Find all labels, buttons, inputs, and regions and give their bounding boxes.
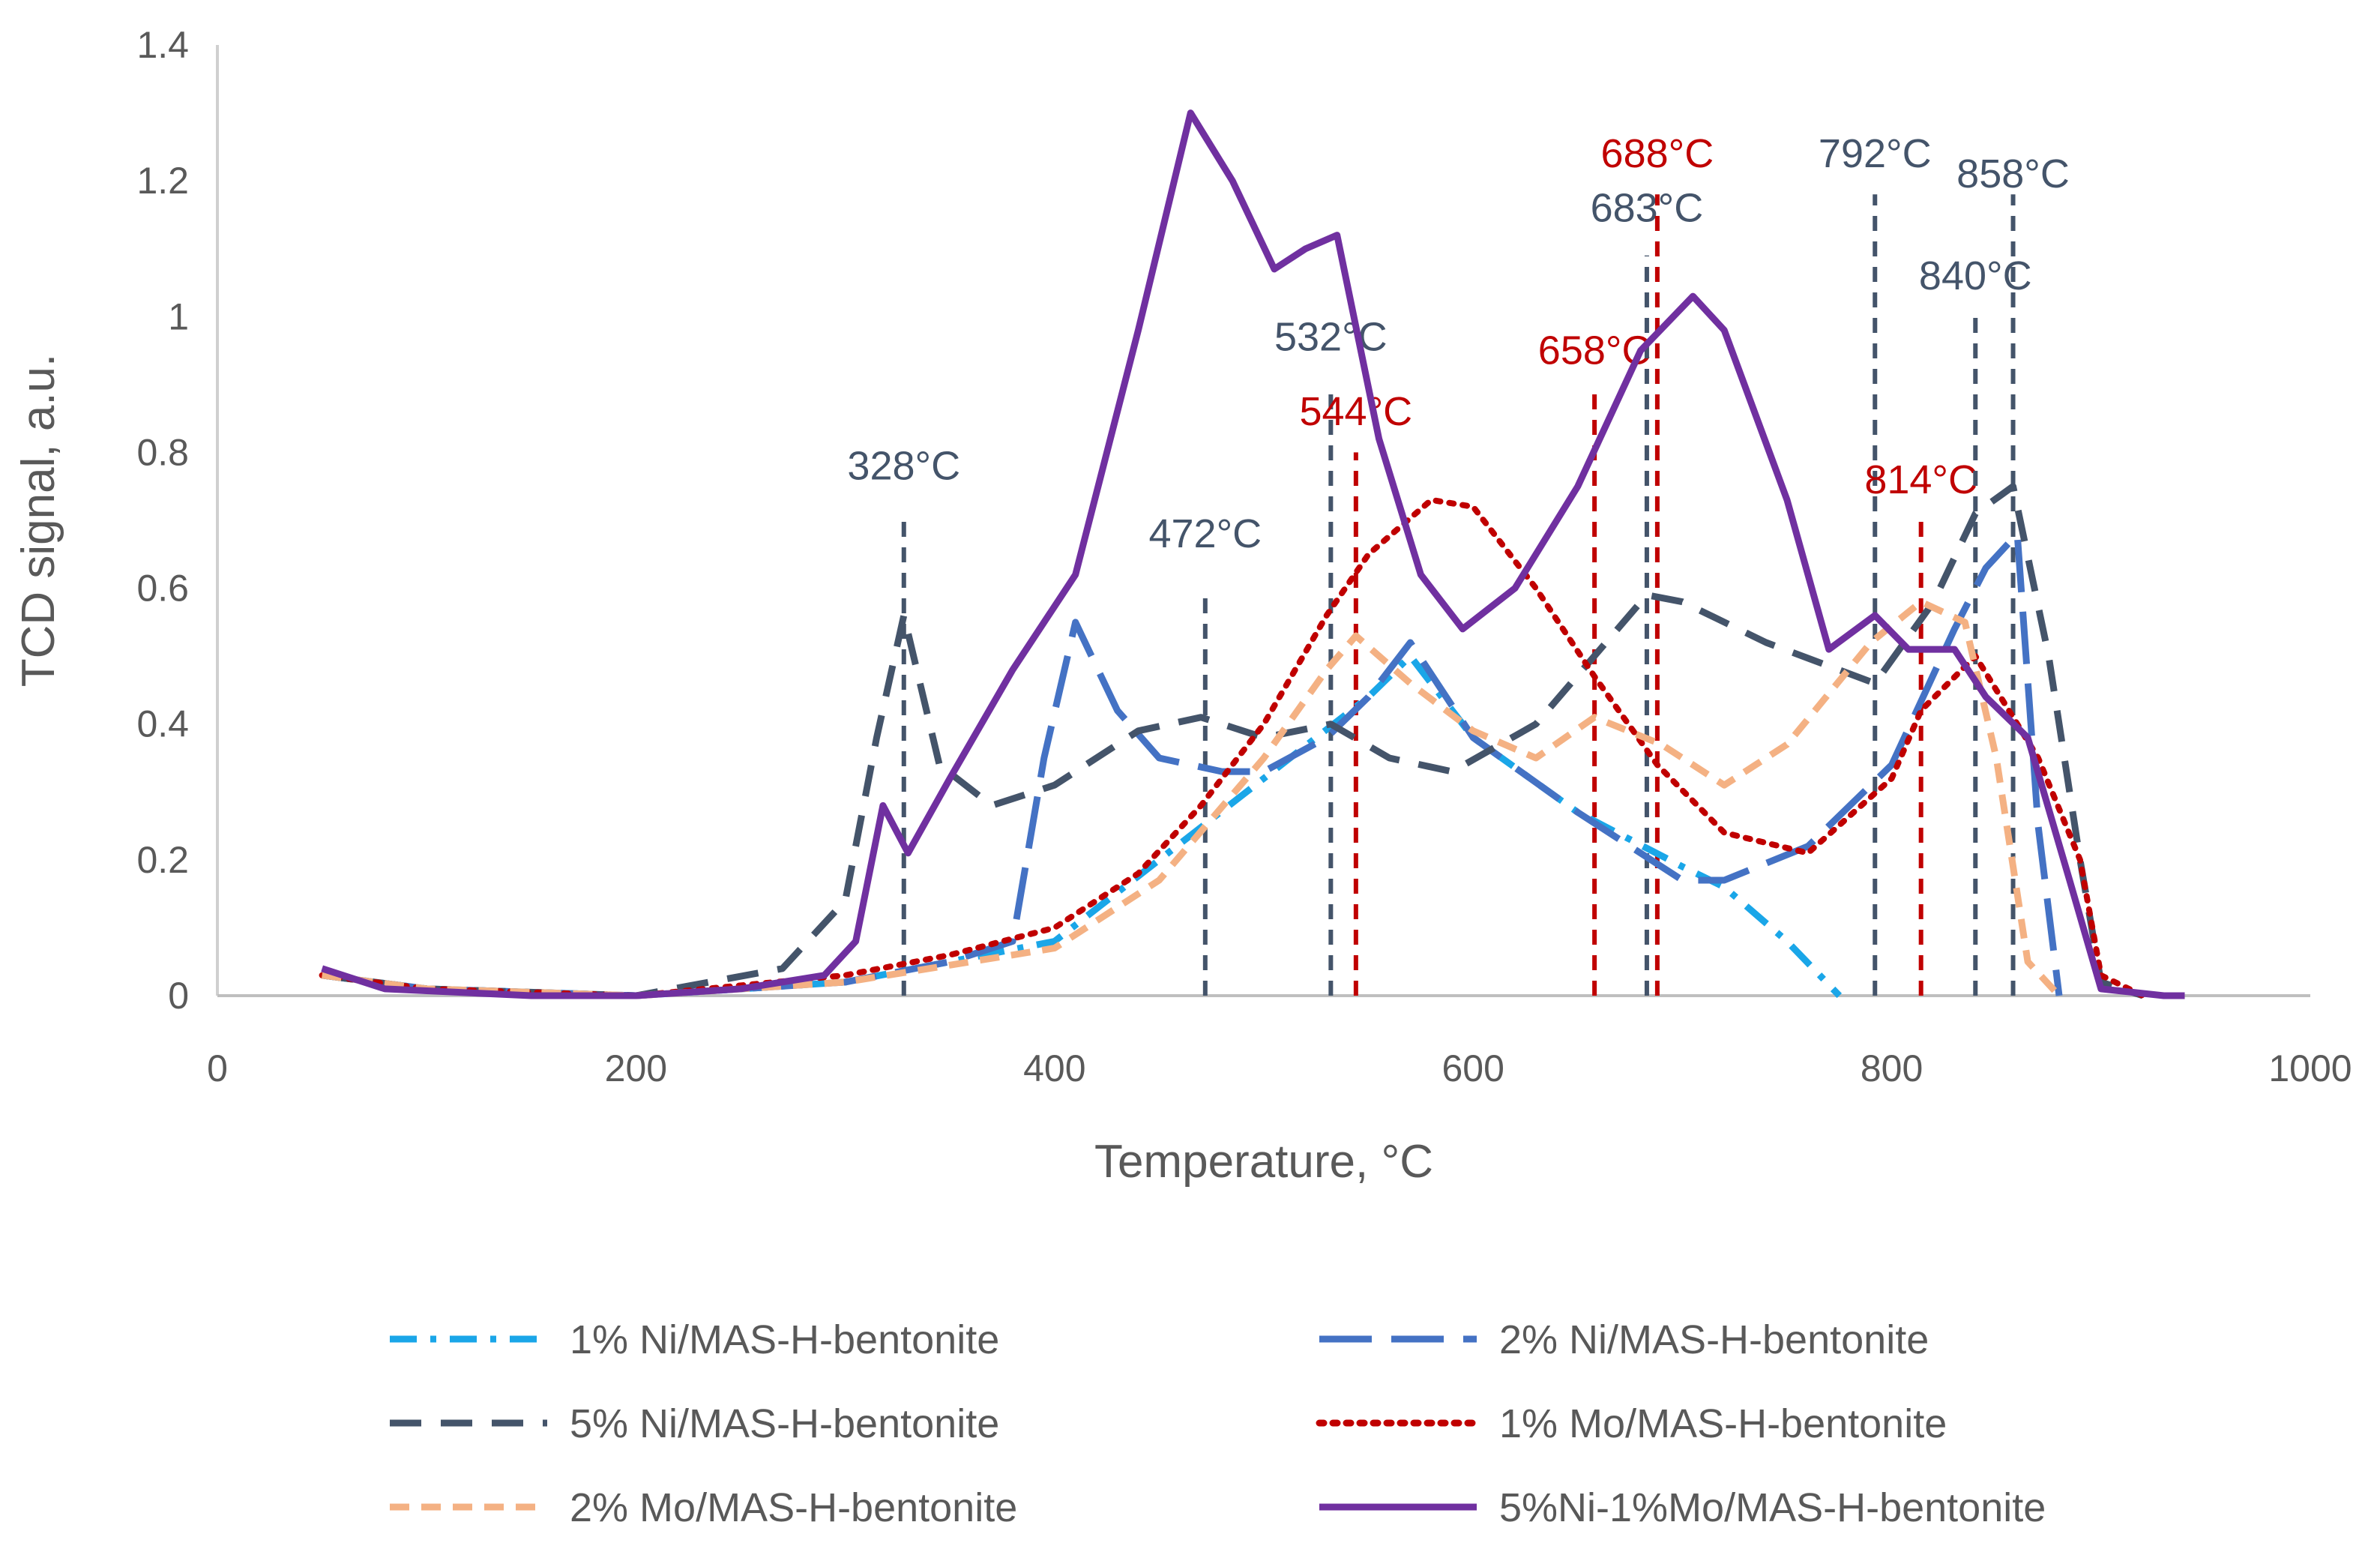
legend-label: 1% Ni/MAS-H-bentonite xyxy=(570,1317,999,1362)
peak-label: 544°C xyxy=(1299,389,1412,434)
legend-label: 1% Mo/MAS-H-bentonite xyxy=(1499,1401,1947,1446)
peak-label: 814°C xyxy=(1864,457,1977,502)
y-tick-label: 0.2 xyxy=(136,839,189,881)
y-tick-label: 1.2 xyxy=(136,160,189,202)
series-line xyxy=(322,598,2062,999)
y-tick-label: 0 xyxy=(168,975,189,1017)
x-tick-labels: 0 200 400 600 800 1000 xyxy=(207,1047,2352,1089)
x-tick-label: 200 xyxy=(605,1047,667,1089)
x-tick-label: 1000 xyxy=(2268,1047,2352,1089)
y-tick-labels: 0 0.2 0.4 0.6 0.8 1 1.2 1.4 xyxy=(136,24,189,1017)
legend-label: 2% Ni/MAS-H-bentonite xyxy=(1499,1317,1929,1362)
peak-label: 858°C xyxy=(1956,151,2070,196)
legend-label: 5% Ni/MAS-H-bentonite xyxy=(570,1401,999,1446)
x-tick-label: 600 xyxy=(1441,1047,1504,1089)
series-lines xyxy=(319,109,2185,999)
legend-label: 2% Mo/MAS-H-bentonite xyxy=(570,1485,1017,1530)
peak-label: 688°C xyxy=(1601,131,1714,176)
x-tick-label: 400 xyxy=(1023,1047,1085,1089)
series-line xyxy=(322,652,1843,999)
y-tick-label: 1 xyxy=(168,295,189,337)
x-tick-label: 800 xyxy=(1861,1047,1923,1089)
peak-label: 683°C xyxy=(1591,185,1704,230)
legend: 1% Ni/MAS-H-bentonite 2% Ni/MAS-H-bentoni… xyxy=(390,1317,2046,1530)
series-line xyxy=(319,496,2146,999)
peak-label: 328°C xyxy=(847,444,960,489)
series-line xyxy=(322,530,2063,999)
series-line xyxy=(322,483,2144,999)
y-tick-label: 0.6 xyxy=(136,568,189,610)
peak-label: 472°C xyxy=(1148,511,1262,556)
y-tick-label: 1.4 xyxy=(136,24,189,66)
series-line xyxy=(321,109,2185,999)
peak-label: 792°C xyxy=(1819,131,1932,176)
x-axis-title: Temperature, °C xyxy=(1094,1136,1433,1188)
y-tick-label: 0.8 xyxy=(136,431,189,473)
y-axis-title: TCD signal, a.u. xyxy=(13,354,64,688)
y-tick-label: 0.4 xyxy=(136,703,189,745)
legend-label: 5%Ni-1%Mo/MAS-H-bentonite xyxy=(1499,1485,2046,1530)
peak-label: 532°C xyxy=(1274,315,1388,360)
x-tick-label: 0 xyxy=(207,1047,228,1089)
